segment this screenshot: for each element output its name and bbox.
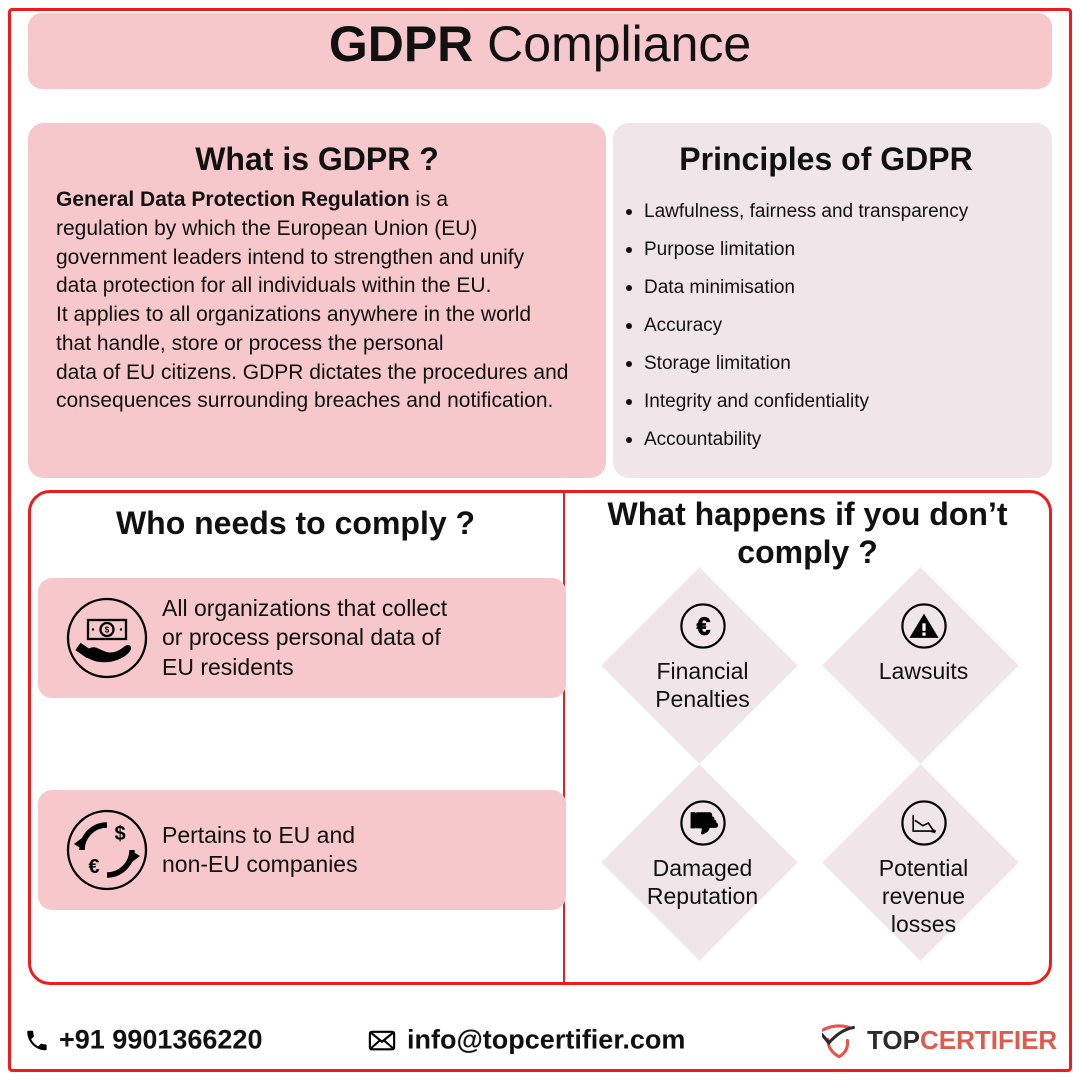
svg-text:€: € xyxy=(696,614,710,641)
svg-text:$: $ xyxy=(105,626,110,635)
svg-text:€: € xyxy=(88,856,99,878)
svg-text:$: $ xyxy=(114,823,125,845)
